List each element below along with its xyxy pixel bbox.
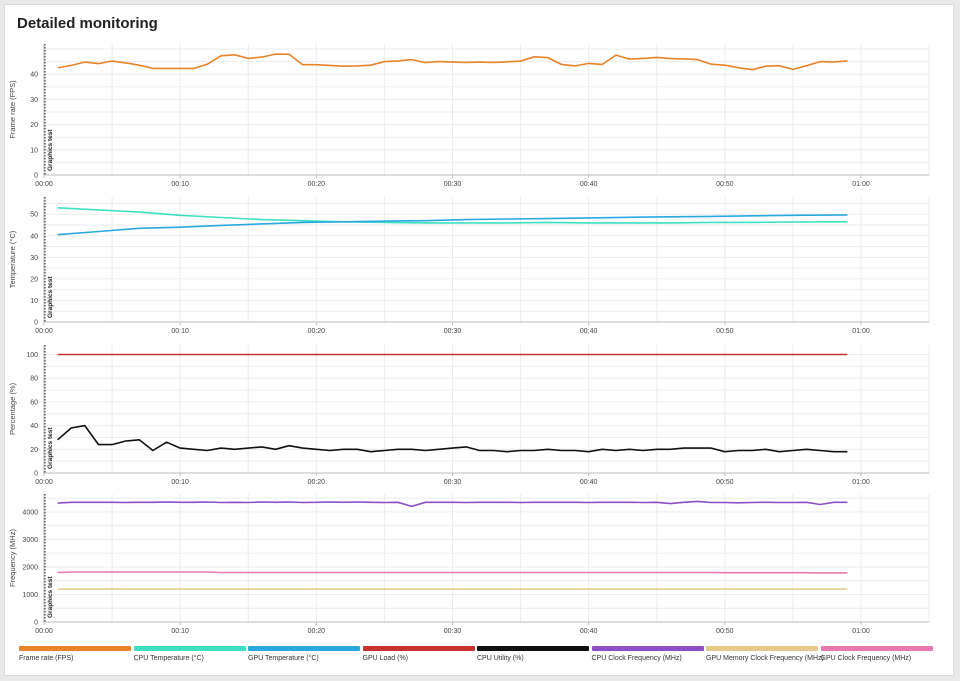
y-tick-label: 20 [30,122,38,129]
series-line-cpu-temperature-c [57,207,848,224]
y-tick-label: 80 [30,376,38,383]
y-tick-label: 10 [30,298,38,305]
legend-swatch [133,646,246,651]
legend-item[interactable]: GPU Load (%) [362,646,475,662]
x-tick-label: 00:40 [580,181,598,188]
x-tick-label: 00:20 [308,628,326,635]
y-tick-label: 3000 [22,537,38,544]
legend-item[interactable]: CPU Temperature (°C) [133,646,246,662]
legend-item[interactable]: GPU Temperature (°C) [248,646,360,662]
series-line-frame-rate-fps [57,53,848,71]
x-tick-label: 00:20 [308,181,326,188]
monitoring-card: Detailed monitoring [4,4,954,676]
y-tick-label: 0 [34,620,38,627]
chart-legend: Frame rate (FPS) CPU Temperature (°C) GPU … [19,646,939,666]
series-line-cpu-utility [57,424,848,453]
x-tick-label: 00:40 [580,328,598,335]
y-tick-label: 4000 [22,509,38,516]
legend-swatch [591,646,704,651]
graphics-test-label: Graphics test [47,129,54,171]
legend-item[interactable]: CPU Clock Frequency (MHz) [591,646,704,662]
graphics-test-label: Graphics test [47,576,54,618]
legend-swatch [362,646,475,651]
legend-label: Frame rate (FPS) [19,655,74,662]
legend-label: GPU Temperature (°C) [248,655,319,662]
y-tick-label: 50 [30,212,38,219]
x-tick-label: 00:00 [35,479,53,486]
y-tick-label: 60 [30,399,38,406]
series-line-gpu-temperature-c [57,214,848,236]
x-tick-label: 00:00 [35,181,53,188]
y-tick-label: 1000 [22,592,38,599]
x-tick-label: 00:50 [716,628,734,635]
x-tick-label: 00:10 [171,628,189,635]
x-tick-label: 00:30 [444,628,462,635]
y-tick-label: 40 [30,423,38,430]
y-tick-label: 10 [30,147,38,154]
legend-swatch [19,646,131,651]
series-line-gpu-clock-frequency-mhz [57,571,848,574]
y-tick-label: 30 [30,255,38,262]
x-tick-label: 00:00 [35,328,53,335]
y-tick-label: 40 [30,233,38,240]
legend-label: CPU Clock Frequency (MHz) [591,655,682,662]
x-tick-label: 00:50 [716,181,734,188]
y-axis-label: Frequency (MHz) [8,529,17,587]
x-tick-label: 00:10 [171,328,189,335]
legend-item[interactable]: GPU Memory Clock Frequency (MHz) [706,646,824,662]
graphics-test-label: Graphics test [47,276,54,318]
x-tick-label: 01:00 [852,181,870,188]
legend-item[interactable]: CPU Utility (%) [477,646,589,662]
x-tick-label: 01:00 [852,628,870,635]
x-tick-label: 00:00 [35,628,53,635]
legend-swatch [706,646,818,651]
legend-label: CPU Utility (%) [477,655,524,662]
legend-swatch [477,646,589,651]
x-tick-label: 00:30 [444,181,462,188]
page-title: Detailed monitoring [17,15,158,32]
x-tick-label: 01:00 [852,479,870,486]
y-tick-label: 30 [30,97,38,104]
x-tick-label: 00:50 [716,328,734,335]
y-axis-label: Temperature (°C) [8,230,17,288]
x-tick-label: 00:30 [444,328,462,335]
y-tick-label: 0 [34,320,38,327]
x-tick-label: 00:50 [716,479,734,486]
y-tick-label: 100 [26,352,38,359]
y-tick-label: 0 [34,173,38,180]
series-line-cpu-clock-frequency-mhz [57,500,848,508]
x-tick-label: 00:40 [580,479,598,486]
y-tick-label: 20 [30,447,38,454]
x-tick-label: 00:40 [580,628,598,635]
legend-label: GPU Memory Clock Frequency (MHz) [706,655,824,662]
y-axis-label: Percentage (%) [8,382,17,435]
legend-swatch [820,646,933,651]
x-tick-label: 00:10 [171,479,189,486]
graphics-test-label: Graphics test [47,427,54,469]
x-tick-label: 00:20 [308,479,326,486]
y-tick-label: 40 [30,72,38,79]
x-tick-label: 01:00 [852,328,870,335]
y-tick-label: 0 [34,471,38,478]
x-tick-label: 00:10 [171,181,189,188]
y-axis-label: Frame rate (FPS) [8,80,17,139]
legend-label: CPU Temperature (°C) [133,655,204,662]
legend-item[interactable]: GPU Clock Frequency (MHz) [820,646,933,662]
x-tick-label: 00:20 [308,328,326,335]
legend-swatch [248,646,360,651]
legend-label: GPU Load (%) [362,655,409,662]
legend-label: GPU Clock Frequency (MHz) [820,655,912,662]
x-tick-label: 00:30 [444,479,462,486]
legend-item[interactable]: Frame rate (FPS) [19,646,131,662]
y-tick-label: 20 [30,276,38,283]
y-tick-label: 2000 [22,564,38,571]
